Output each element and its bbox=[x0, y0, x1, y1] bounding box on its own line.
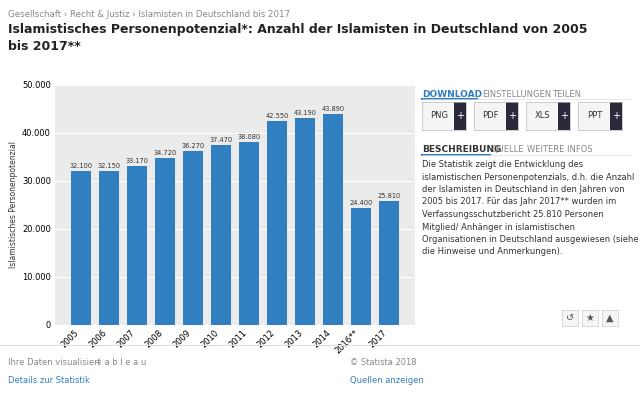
Text: Die Statistik zeigt die Entwicklung des islamistischen Personenpotenzials, d.h. : Die Statistik zeigt die Entwicklung des … bbox=[422, 160, 639, 256]
Bar bbox=[99, 171, 119, 325]
Bar bbox=[267, 121, 287, 325]
Bar bbox=[239, 142, 259, 325]
Text: 43.890: 43.890 bbox=[321, 106, 344, 112]
Text: 33.170: 33.170 bbox=[125, 158, 148, 164]
Bar bbox=[506, 102, 518, 130]
Text: bis 2017**: bis 2017** bbox=[8, 40, 81, 53]
Text: +: + bbox=[612, 111, 620, 121]
Text: EINSTELLUNGEN: EINSTELLUNGEN bbox=[482, 90, 551, 99]
Y-axis label: Islamistisches Personenpotenzial: Islamistisches Personenpotenzial bbox=[9, 142, 18, 268]
Text: WEITERE INFOS: WEITERE INFOS bbox=[527, 145, 593, 154]
Bar bbox=[127, 166, 147, 325]
Text: PNG: PNG bbox=[429, 112, 448, 120]
Text: Gesellschaft › Recht & Justiz › Islamisten in Deutschland bis 2017: Gesellschaft › Recht & Justiz › Islamist… bbox=[8, 10, 290, 19]
Text: Islamistisches Personenpotenzial*: Anzahl der Islamisten in Deutschland von 2005: Islamistisches Personenpotenzial*: Anzah… bbox=[8, 23, 588, 36]
Text: Details zur Statistik: Details zur Statistik bbox=[8, 376, 90, 385]
Bar bbox=[610, 102, 622, 130]
Bar bbox=[211, 145, 231, 325]
Text: Ihre Daten visualisiert: Ihre Daten visualisiert bbox=[8, 358, 101, 367]
Text: © Statista 2018: © Statista 2018 bbox=[350, 358, 417, 367]
Text: + a b l e a u: + a b l e a u bbox=[95, 358, 147, 367]
Text: 37.470: 37.470 bbox=[209, 137, 232, 143]
Text: 36.270: 36.270 bbox=[181, 143, 205, 149]
Text: +: + bbox=[456, 111, 464, 121]
Text: 34.720: 34.720 bbox=[154, 150, 177, 156]
Text: PPT: PPT bbox=[587, 112, 602, 120]
Text: PDF: PDF bbox=[483, 112, 499, 120]
Text: 43.190: 43.190 bbox=[293, 110, 316, 116]
Text: 38.080: 38.080 bbox=[237, 134, 260, 140]
Text: XLS: XLS bbox=[535, 112, 550, 120]
Bar bbox=[156, 158, 175, 325]
Bar bbox=[379, 201, 399, 325]
Text: BESCHREIBUNG: BESCHREIBUNG bbox=[422, 145, 501, 154]
Text: QUELLE: QUELLE bbox=[492, 145, 525, 154]
Bar bbox=[323, 114, 342, 325]
Bar bbox=[351, 208, 371, 325]
Text: ▲: ▲ bbox=[606, 313, 614, 323]
Text: 32.100: 32.100 bbox=[70, 163, 93, 169]
Bar bbox=[183, 151, 203, 325]
Text: 25.810: 25.810 bbox=[377, 193, 401, 199]
Bar bbox=[72, 171, 91, 325]
Bar bbox=[454, 102, 466, 130]
Text: ↺: ↺ bbox=[566, 313, 574, 323]
Text: Quellen anzeigen: Quellen anzeigen bbox=[350, 376, 424, 385]
Text: 42.550: 42.550 bbox=[265, 113, 289, 119]
Text: +: + bbox=[560, 111, 568, 121]
Bar bbox=[557, 102, 570, 130]
Bar bbox=[295, 118, 315, 325]
Text: PREMIUM +: PREMIUM + bbox=[582, 6, 633, 16]
Text: +: + bbox=[508, 111, 516, 121]
Text: 24.400: 24.400 bbox=[349, 200, 372, 206]
Text: DOWNLOAD: DOWNLOAD bbox=[422, 90, 482, 99]
Text: 32.150: 32.150 bbox=[97, 163, 121, 169]
Text: ★: ★ bbox=[586, 313, 595, 323]
Text: TEILEN: TEILEN bbox=[552, 90, 581, 99]
